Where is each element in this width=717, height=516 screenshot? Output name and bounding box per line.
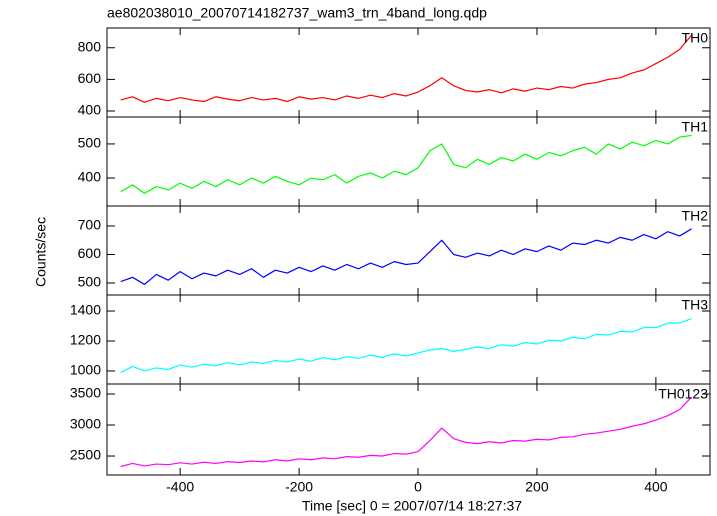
y-tick-label: 2500 [70, 447, 101, 463]
y-tick-label: 600 [78, 245, 102, 261]
data-line [120, 228, 692, 286]
x-tick-label: -400 [166, 479, 194, 495]
x-tick-label: 200 [525, 479, 549, 495]
panel-frame [106, 205, 711, 296]
data-line [120, 134, 692, 194]
series-label: TH0 [682, 30, 709, 46]
y-tick-label: 1200 [70, 332, 101, 348]
series-label: TH3 [682, 297, 709, 313]
panel-frame [106, 294, 711, 385]
series-label: TH0123 [658, 386, 708, 402]
y-tick-label: 700 [78, 217, 102, 233]
y-tick-label: 1400 [70, 302, 101, 318]
y-tick-label: 400 [78, 102, 102, 118]
panel-frame [106, 383, 711, 476]
y-axis-label: Counts/sec [33, 217, 49, 287]
chart-title: ae802038010_20070714182737_wam3_trn_4ban… [107, 5, 487, 21]
panel-frame [106, 27, 711, 118]
panel-frame [106, 116, 711, 207]
y-tick-label: 1000 [70, 362, 101, 378]
y-tick-label: 500 [78, 135, 102, 151]
x-axis-label: Time [sec] 0 = 2007/07/14 18:27:37 [302, 498, 522, 514]
y-tick-label: 400 [78, 169, 102, 185]
y-tick-label: 600 [78, 70, 102, 86]
y-tick-label: 3500 [70, 385, 101, 401]
y-tick-label: 500 [78, 274, 102, 290]
x-tick-label: 400 [644, 479, 668, 495]
data-line [120, 34, 693, 103]
series-label: TH1 [682, 119, 709, 135]
x-tick-label: 0 [414, 479, 422, 495]
data-line [120, 396, 693, 468]
y-tick-label: 800 [78, 38, 102, 54]
data-line [120, 317, 692, 373]
x-tick-label: -200 [285, 479, 313, 495]
series-label: TH2 [682, 208, 709, 224]
y-tick-label: 3000 [70, 416, 101, 432]
